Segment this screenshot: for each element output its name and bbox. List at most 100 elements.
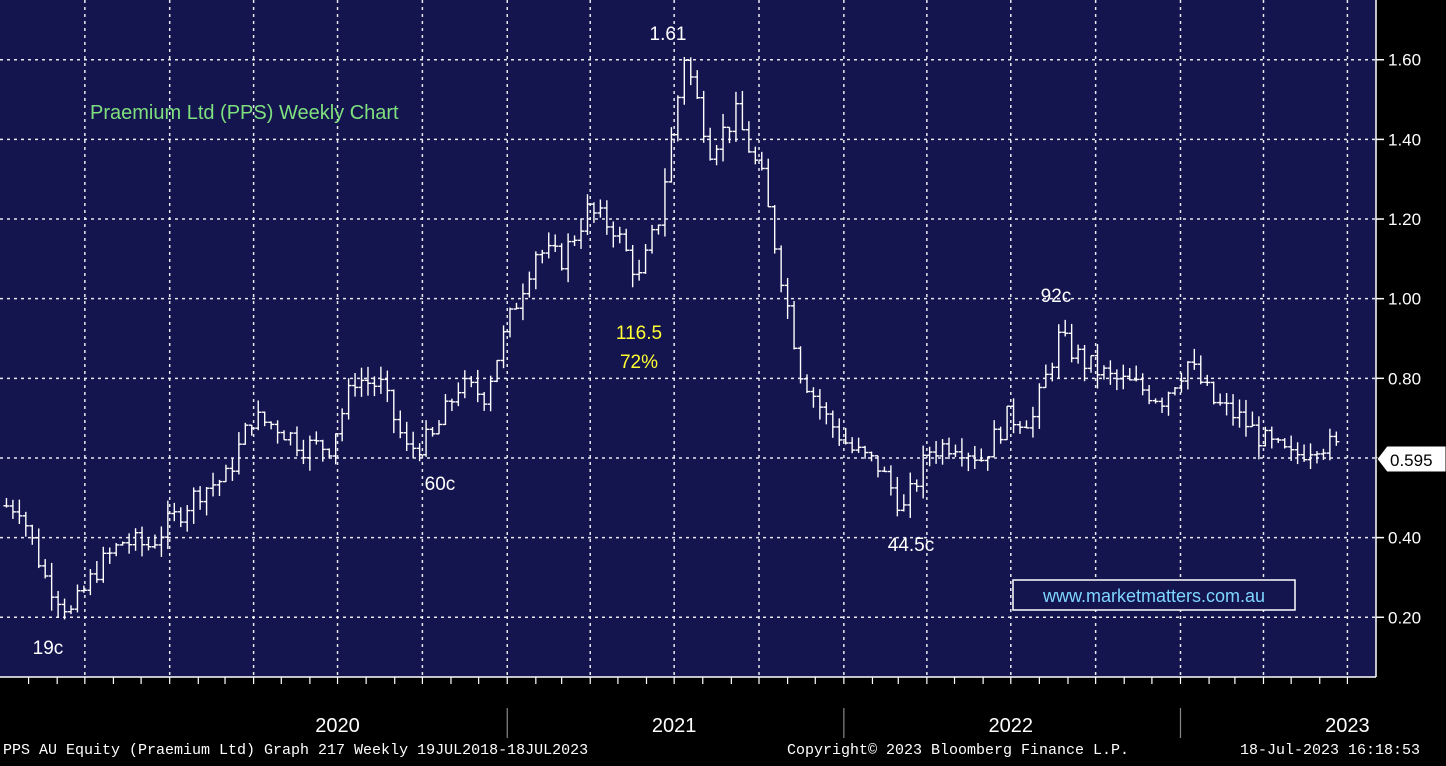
ohlc-bar bbox=[1236, 399, 1243, 428]
ohlc-bar bbox=[636, 259, 643, 281]
annotation-44-5c: 44.5c bbox=[888, 535, 934, 556]
ohlc-bar bbox=[584, 194, 591, 236]
ohlc-bar bbox=[739, 90, 746, 131]
ohlc-bar bbox=[364, 366, 371, 396]
ohlc-bar bbox=[816, 389, 823, 420]
y-tick-label: 1.60 bbox=[1388, 51, 1421, 70]
ohlc-bar bbox=[907, 472, 914, 518]
ohlc-bar bbox=[1120, 364, 1127, 390]
ohlc-bar bbox=[461, 370, 468, 399]
ohlc-bar bbox=[1023, 420, 1030, 429]
annotation-19c: 19c bbox=[33, 638, 64, 659]
ohlc-bar bbox=[300, 439, 307, 465]
ohlc-bar bbox=[1320, 448, 1327, 460]
ohlc-bar bbox=[939, 439, 946, 465]
website-link[interactable]: www.marketmatters.com.au bbox=[1012, 579, 1296, 611]
ohlc-bar bbox=[661, 168, 668, 237]
ohlc-bar bbox=[752, 146, 759, 165]
ohlc-bar bbox=[468, 376, 475, 388]
ohlc-bar bbox=[1068, 323, 1075, 363]
ohlc-bar bbox=[674, 95, 681, 142]
plot-area bbox=[0, 0, 1376, 677]
last-price-tag: 0.595 bbox=[1376, 445, 1446, 473]
ohlc-bar bbox=[474, 369, 481, 403]
ohlc-bar bbox=[771, 205, 778, 254]
ohlc-bar bbox=[623, 228, 630, 252]
ohlc-bar bbox=[519, 283, 526, 321]
ohlc-bar bbox=[758, 151, 765, 171]
ohlc-bar bbox=[1242, 399, 1249, 437]
ohlc-bar bbox=[713, 144, 720, 166]
ohlc-bar bbox=[390, 389, 397, 434]
ohlc-bar bbox=[274, 420, 281, 444]
ohlc-bar bbox=[119, 541, 126, 546]
ohlc-bar bbox=[991, 420, 998, 458]
ohlc-bar bbox=[1262, 426, 1269, 447]
ohlc-bar bbox=[765, 158, 772, 208]
ohlc-bar bbox=[1113, 369, 1120, 391]
ohlc-bar bbox=[933, 440, 940, 464]
ohlc-bar bbox=[913, 479, 920, 492]
x-tick-label: 2022 bbox=[989, 715, 1034, 737]
ohlc-bar bbox=[1210, 381, 1217, 405]
ohlc-bar bbox=[1139, 373, 1146, 396]
ohlc-bar bbox=[22, 511, 29, 537]
ohlc-bar bbox=[248, 424, 255, 436]
ohlc-bar bbox=[448, 398, 455, 412]
ohlc-bar bbox=[139, 526, 146, 557]
y-tick-label: 0.20 bbox=[1388, 608, 1421, 627]
ohlc-bar bbox=[487, 375, 494, 412]
ohlc-bar bbox=[978, 448, 985, 462]
ohlc-bar bbox=[971, 445, 978, 470]
ohlc-bar bbox=[42, 559, 49, 579]
ohlc-bar bbox=[855, 437, 862, 453]
ohlc-bar bbox=[151, 534, 158, 549]
annotation-high: 1.61 bbox=[650, 24, 687, 45]
ohlc-bar bbox=[1100, 365, 1107, 380]
ohlc-bar bbox=[435, 420, 442, 435]
footer-security-info: PPS AU Equity (Praemium Ltd) Graph 217 W… bbox=[3, 742, 589, 759]
ohlc-bar bbox=[397, 410, 404, 439]
price-bars bbox=[3, 56, 1340, 620]
ohlc-bar bbox=[1307, 443, 1314, 470]
ohlc-bar bbox=[384, 370, 391, 403]
ohlc-bar bbox=[862, 445, 869, 459]
ohlc-bar bbox=[1217, 393, 1224, 406]
last-price-label: 0.595 bbox=[1390, 451, 1433, 470]
ohlc-bar bbox=[1184, 361, 1191, 390]
ohlc-bar bbox=[1165, 391, 1172, 416]
ohlc-bar bbox=[829, 410, 836, 438]
ohlc-bar bbox=[849, 437, 856, 454]
ohlc-bar bbox=[578, 218, 585, 249]
annotation-gain-percent: 72% bbox=[620, 352, 658, 373]
ohlc-bar bbox=[836, 418, 843, 446]
footer-copyright: Copyright© 2023 Bloomberg Finance L.P. bbox=[787, 742, 1130, 759]
ohlc-bar bbox=[55, 590, 62, 618]
ohlc-bar bbox=[1042, 364, 1049, 389]
ohlc-bar bbox=[597, 199, 604, 218]
chart-title: Praemium Ltd (PPS) Weekly Chart bbox=[90, 102, 399, 124]
ohlc-bar bbox=[920, 445, 927, 499]
ohlc-bar bbox=[532, 251, 539, 290]
ohlc-bar bbox=[1197, 355, 1204, 385]
website-link-text[interactable]: www.marketmatters.com.au bbox=[1042, 586, 1265, 606]
ohlc-bar bbox=[377, 366, 384, 394]
ohlc-bar bbox=[571, 235, 578, 247]
ohlc-bar bbox=[326, 448, 333, 459]
ohlc-bar bbox=[720, 113, 727, 162]
ohlc-bar bbox=[1017, 421, 1024, 434]
ohlc-bar bbox=[1004, 405, 1011, 441]
ohlc-bar bbox=[1133, 365, 1140, 382]
axis-panel bbox=[1376, 0, 1446, 766]
ohlc-bar bbox=[455, 382, 462, 407]
ohlc-bar bbox=[1249, 411, 1256, 428]
ohlc-bar bbox=[791, 300, 798, 350]
ohlc-bar bbox=[1055, 324, 1062, 378]
y-axis: 0.200.400.600.801.001.201.401.60 bbox=[1376, 51, 1421, 627]
ohlc-bar bbox=[642, 244, 649, 274]
ohlc-bar bbox=[48, 562, 55, 611]
ohlc-bar bbox=[868, 451, 875, 462]
ohlc-bar bbox=[190, 487, 197, 524]
ohlc-bar bbox=[1171, 387, 1178, 396]
